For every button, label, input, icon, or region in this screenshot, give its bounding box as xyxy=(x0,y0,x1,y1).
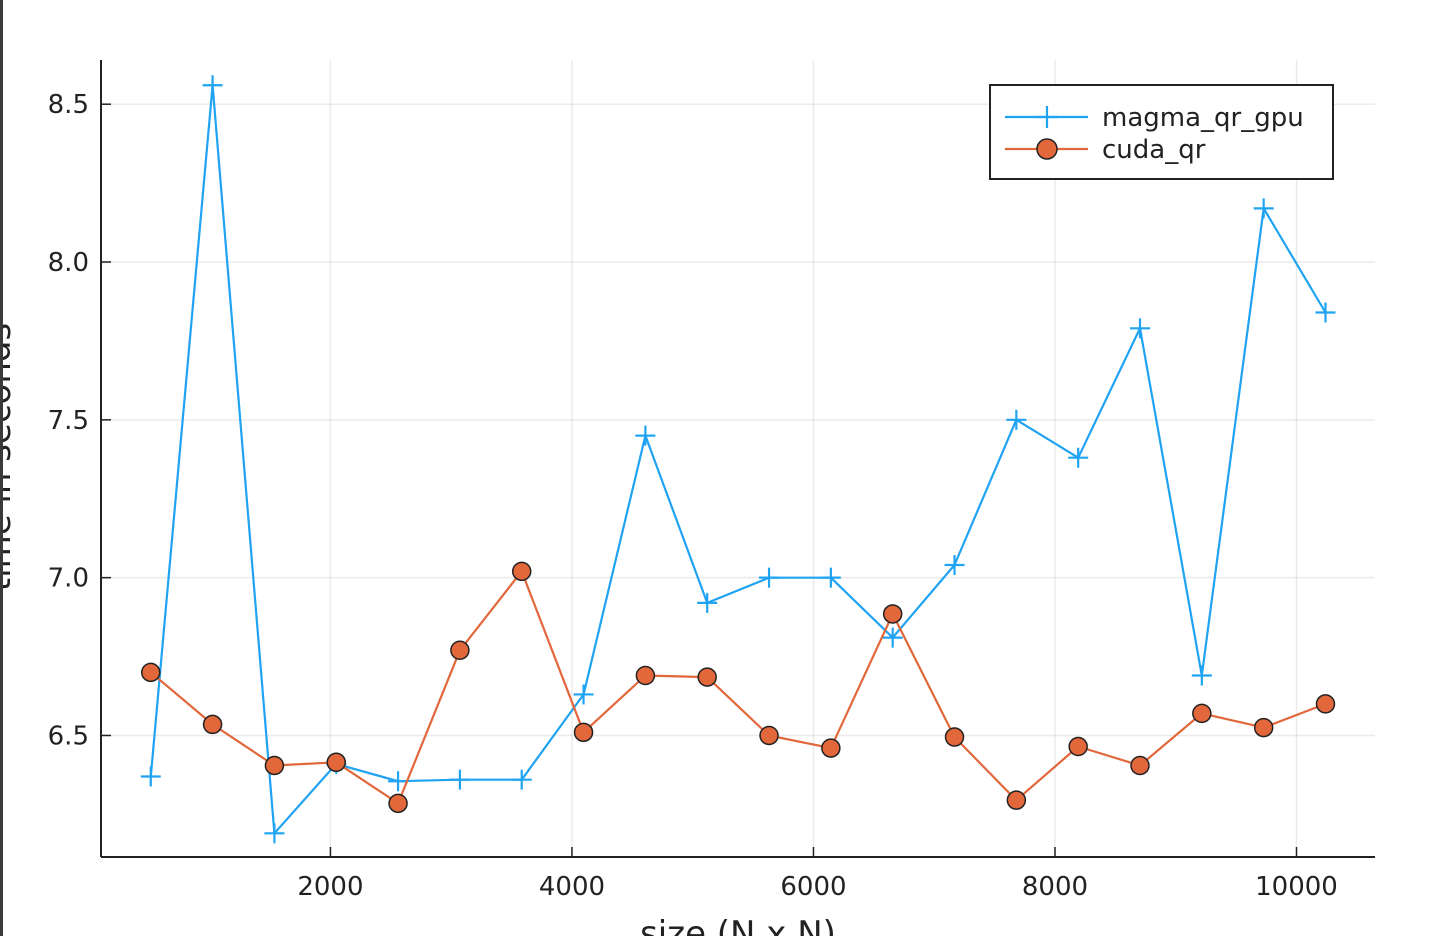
data-point-cuda_qr xyxy=(697,667,717,687)
data-point-cuda_qr xyxy=(264,755,285,776)
x-tick-label: 4000 xyxy=(539,872,605,902)
y-tick-label: 8.0 xyxy=(48,248,89,278)
data-point-cuda_qr xyxy=(1130,755,1150,776)
data-point-magma_qr_gpu xyxy=(140,766,161,787)
data-point-cuda_qr xyxy=(759,725,779,746)
data-point-magma_qr_gpu xyxy=(635,425,656,446)
legend-label: magma_qr_gpu xyxy=(1102,103,1304,133)
x-tick-label: 6000 xyxy=(780,872,846,902)
y-tick-label: 7.0 xyxy=(48,564,89,594)
legend-box xyxy=(989,84,1334,180)
data-point-magma_qr_gpu xyxy=(202,75,223,96)
data-point-magma_qr_gpu xyxy=(759,567,780,588)
data-point-magma_qr_gpu xyxy=(1068,447,1089,468)
data-point-cuda_qr xyxy=(882,604,903,624)
x-tick-label: 2000 xyxy=(297,872,363,902)
x-tick-label: 10000 xyxy=(1255,872,1338,902)
window-edge xyxy=(0,0,3,936)
data-point-magma_qr_gpu xyxy=(1253,198,1274,219)
data-point-cuda_qr xyxy=(326,752,346,773)
series-line-magma_qr_gpu xyxy=(149,84,1327,835)
y-tick-label: 8.5 xyxy=(48,90,89,120)
data-point-magma_qr_gpu xyxy=(511,769,532,790)
data-point-magma_qr_gpu xyxy=(697,592,718,613)
data-point-cuda_qr xyxy=(821,738,841,758)
x-tick-label: 8000 xyxy=(1022,872,1088,902)
data-point-magma_qr_gpu xyxy=(882,627,903,648)
series-line-cuda_qr xyxy=(150,570,1326,805)
data-point-cuda_qr xyxy=(511,561,532,582)
x-axis-label: size (N x N) xyxy=(640,914,836,936)
data-point-cuda_qr xyxy=(944,727,965,747)
data-point-magma_qr_gpu xyxy=(449,769,470,790)
data-point-magma_qr_gpu xyxy=(1130,318,1151,339)
data-point-magma_qr_gpu xyxy=(1191,665,1212,686)
data-point-magma_qr_gpu xyxy=(1315,302,1336,323)
y-axis-label: time in seconds xyxy=(0,323,19,591)
axes xyxy=(100,60,1375,858)
data-point-magma_qr_gpu xyxy=(944,555,965,576)
data-point-cuda_qr xyxy=(1192,703,1212,724)
data-point-cuda_qr xyxy=(202,714,223,735)
data-point-cuda_qr xyxy=(573,722,594,743)
data-point-cuda_qr xyxy=(1253,717,1274,738)
data-point-magma_qr_gpu xyxy=(1006,409,1027,430)
legend-label: cuda_qr xyxy=(1102,135,1206,165)
data-point-magma_qr_gpu xyxy=(264,823,285,844)
data-point-cuda_qr xyxy=(388,793,408,814)
legend-circle-marker xyxy=(1036,138,1058,160)
y-tick-label: 7.5 xyxy=(48,406,89,436)
data-point-magma_qr_gpu xyxy=(388,771,409,792)
data-point-cuda_qr xyxy=(635,665,656,686)
y-tick-label: 6.5 xyxy=(48,721,89,751)
tick-labels: 2000 4000 6000 8000 10000 6.5 7.0 7.5 8.0 8.5 xyxy=(48,90,1338,902)
data-point-cuda_qr xyxy=(141,662,161,683)
data-point-cuda_qr xyxy=(1068,736,1088,757)
data-point-cuda_qr xyxy=(450,640,470,661)
data-point-magma_qr_gpu xyxy=(820,567,841,588)
series-layer xyxy=(140,75,1336,844)
data-point-cuda_qr xyxy=(1006,790,1027,810)
data-point-cuda_qr xyxy=(1315,694,1336,714)
data-point-magma_qr_gpu xyxy=(573,684,594,705)
